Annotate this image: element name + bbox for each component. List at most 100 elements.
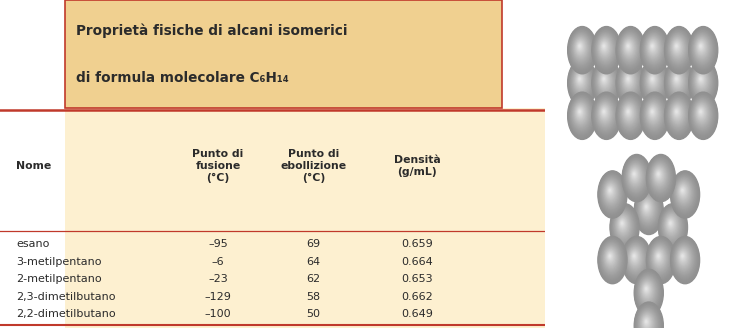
Circle shape	[698, 75, 704, 84]
Circle shape	[621, 100, 638, 128]
Circle shape	[568, 92, 597, 139]
Circle shape	[624, 240, 648, 278]
Circle shape	[642, 316, 651, 328]
Circle shape	[642, 282, 652, 298]
Bar	[502, 0, 545, 108]
Circle shape	[651, 110, 654, 113]
Circle shape	[636, 191, 660, 229]
Circle shape	[693, 34, 711, 64]
Circle shape	[603, 245, 619, 272]
Text: 64: 64	[306, 257, 320, 267]
Circle shape	[624, 158, 648, 196]
Circle shape	[624, 39, 633, 55]
Circle shape	[626, 108, 631, 117]
Circle shape	[666, 28, 692, 72]
Circle shape	[668, 219, 674, 229]
Circle shape	[645, 205, 648, 209]
Circle shape	[647, 237, 675, 283]
Circle shape	[617, 61, 643, 104]
Circle shape	[621, 99, 639, 129]
Circle shape	[667, 96, 690, 134]
Circle shape	[592, 27, 620, 73]
Circle shape	[690, 29, 716, 71]
Circle shape	[577, 41, 584, 53]
Circle shape	[577, 75, 583, 84]
Circle shape	[609, 255, 611, 258]
Circle shape	[645, 287, 648, 291]
Circle shape	[672, 71, 684, 90]
Circle shape	[624, 41, 633, 53]
Circle shape	[672, 38, 684, 57]
Circle shape	[622, 101, 637, 126]
Circle shape	[649, 159, 672, 195]
Circle shape	[622, 102, 636, 125]
Text: 2-metilpentano: 2-metilpentano	[16, 274, 102, 284]
Circle shape	[568, 61, 595, 105]
Circle shape	[621, 221, 624, 226]
Circle shape	[645, 100, 663, 128]
Bar	[0, 0, 66, 328]
Circle shape	[597, 34, 614, 63]
Circle shape	[649, 241, 672, 277]
Circle shape	[604, 180, 619, 205]
Circle shape	[623, 38, 635, 57]
Circle shape	[574, 37, 588, 59]
Circle shape	[649, 73, 657, 86]
Circle shape	[602, 178, 621, 208]
Circle shape	[575, 39, 586, 56]
Circle shape	[678, 182, 690, 202]
Circle shape	[678, 182, 689, 201]
Circle shape	[649, 74, 656, 85]
Circle shape	[644, 99, 663, 130]
Circle shape	[619, 31, 642, 68]
Circle shape	[599, 172, 626, 216]
Circle shape	[647, 155, 675, 201]
Circle shape	[632, 252, 637, 261]
Circle shape	[647, 70, 660, 92]
Circle shape	[577, 75, 583, 83]
Circle shape	[674, 242, 695, 276]
Circle shape	[675, 45, 678, 48]
Circle shape	[671, 236, 700, 284]
Circle shape	[619, 32, 641, 66]
Circle shape	[594, 63, 618, 102]
Circle shape	[692, 64, 713, 100]
Circle shape	[648, 104, 659, 122]
Circle shape	[619, 217, 627, 231]
Circle shape	[678, 247, 690, 268]
Circle shape	[644, 203, 650, 212]
Circle shape	[666, 95, 691, 136]
Circle shape	[625, 107, 632, 118]
Circle shape	[693, 34, 711, 63]
Circle shape	[618, 30, 642, 69]
Circle shape	[648, 239, 673, 280]
Circle shape	[694, 69, 710, 93]
Circle shape	[626, 43, 631, 51]
Circle shape	[668, 32, 689, 65]
Circle shape	[692, 65, 713, 98]
Circle shape	[612, 206, 636, 247]
Circle shape	[700, 77, 701, 81]
Circle shape	[633, 254, 636, 258]
Circle shape	[677, 180, 691, 204]
Circle shape	[572, 34, 590, 64]
Circle shape	[658, 204, 687, 251]
Circle shape	[644, 65, 664, 98]
Circle shape	[697, 72, 707, 88]
Circle shape	[623, 104, 635, 123]
Circle shape	[641, 312, 654, 328]
Circle shape	[642, 283, 651, 297]
Circle shape	[642, 63, 666, 101]
Circle shape	[593, 61, 619, 104]
Circle shape	[662, 209, 683, 243]
Circle shape	[601, 40, 609, 54]
Circle shape	[592, 93, 620, 138]
Circle shape	[669, 34, 687, 64]
Circle shape	[641, 313, 654, 328]
Circle shape	[653, 247, 666, 269]
Circle shape	[635, 270, 663, 316]
Circle shape	[690, 61, 716, 104]
Circle shape	[624, 73, 633, 86]
Circle shape	[622, 101, 638, 127]
Circle shape	[698, 107, 704, 118]
